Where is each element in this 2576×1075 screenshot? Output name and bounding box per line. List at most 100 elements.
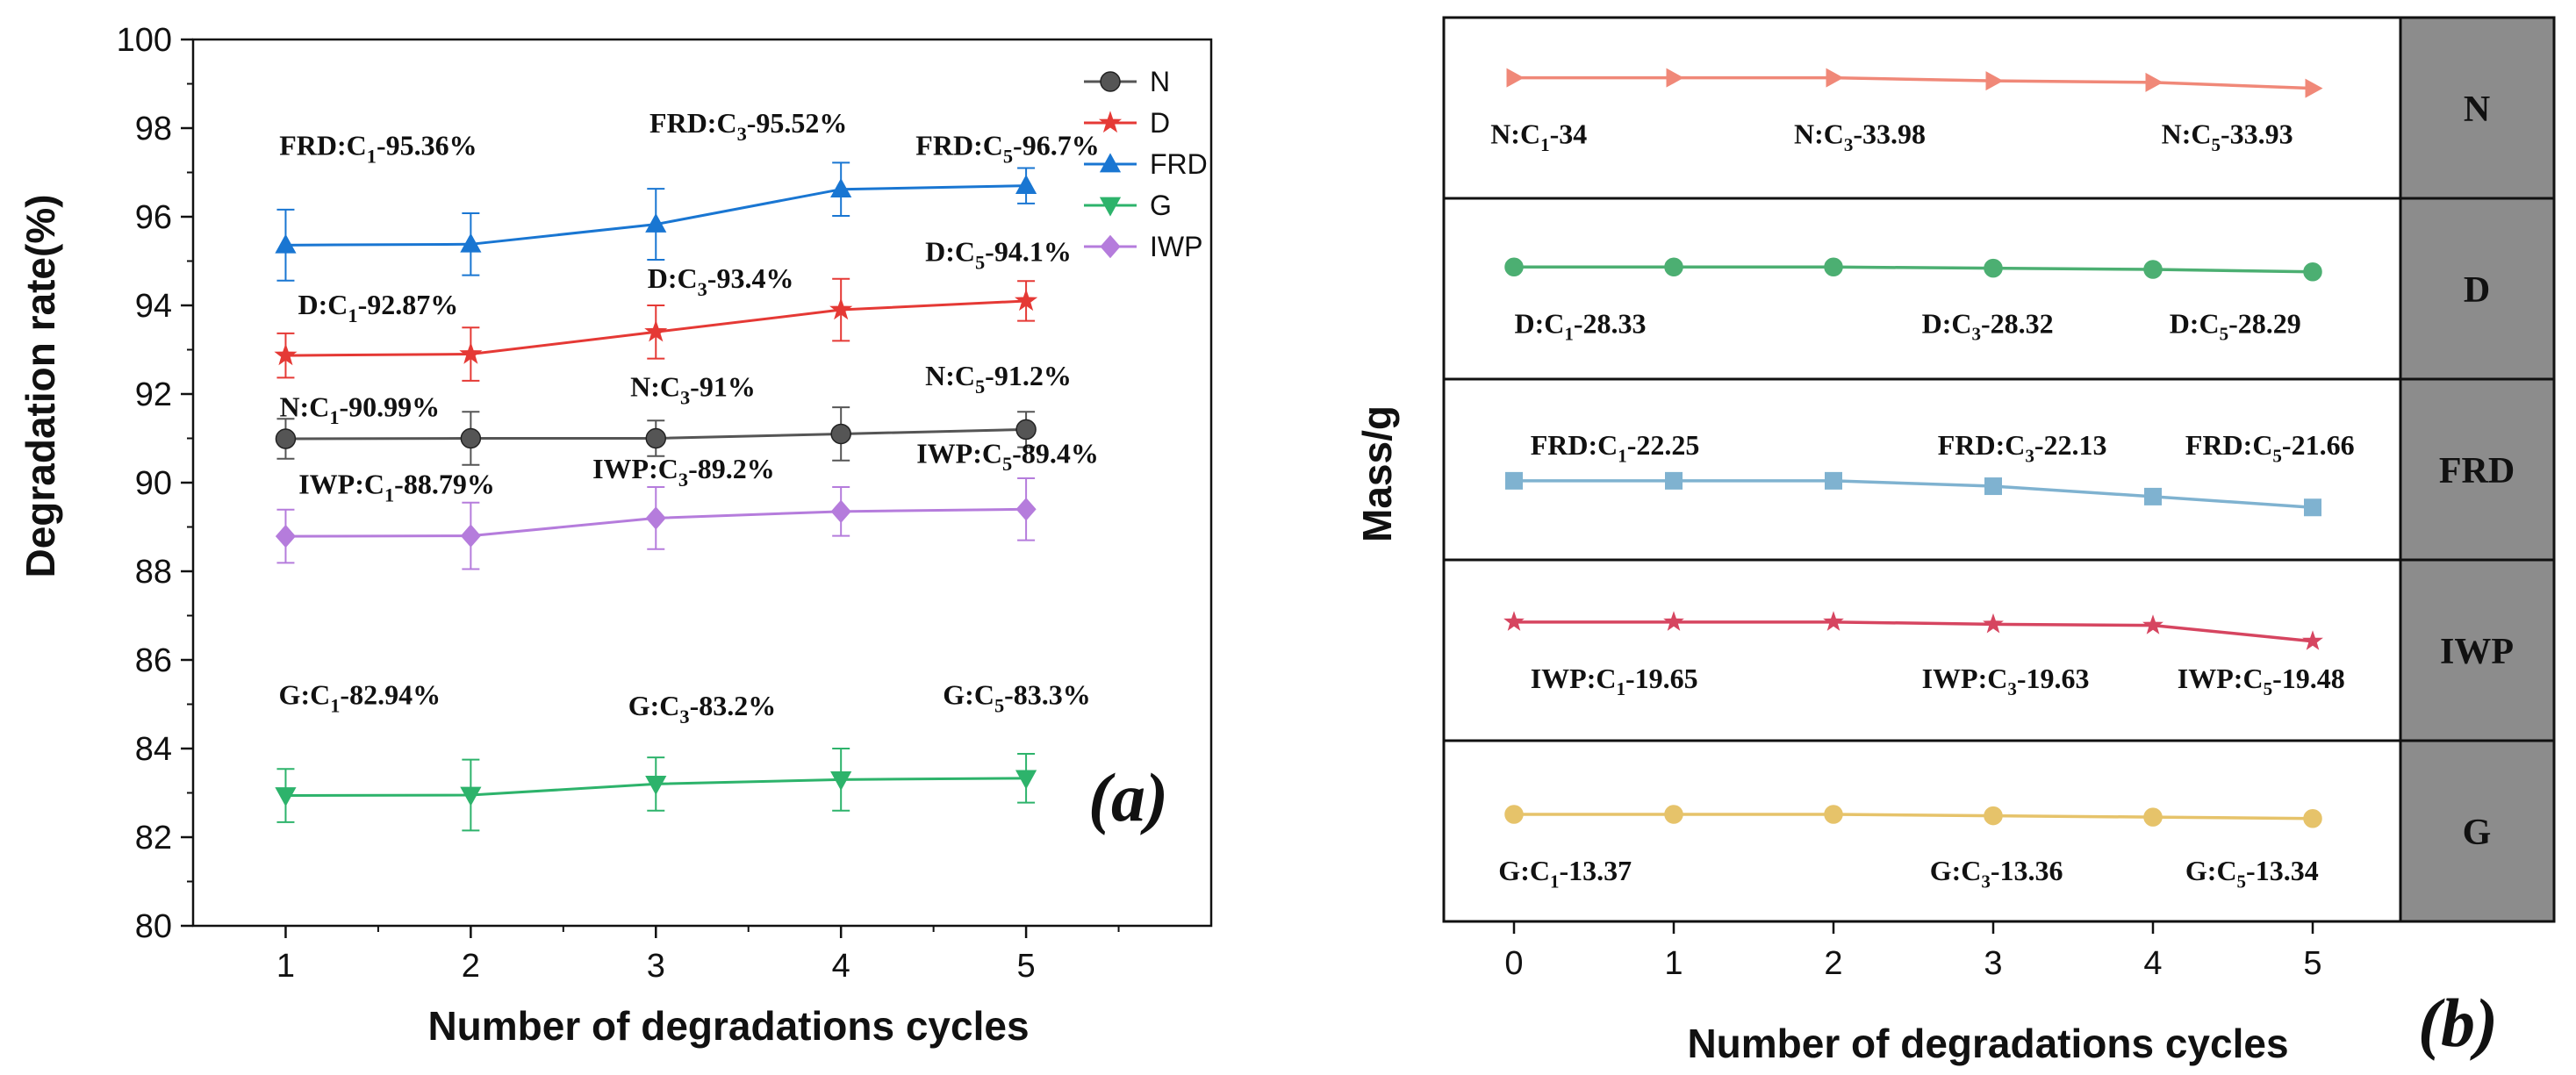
value-label-d-3: D:C3-28.32 <box>1922 307 2054 344</box>
panel-a-chart: 80 82 84 86 88 90 92 94 96 98 100 1 2 3 4 5 FRD:C1-95.3… <box>18 22 1213 1049</box>
data-point-iwp <box>275 524 297 548</box>
panel-a-label: (a) <box>1088 759 1168 835</box>
row-line-n <box>1514 75 2314 90</box>
annotation-g-c5: G:C5-83.3% <box>943 679 1091 717</box>
data-point-n <box>1506 68 1525 88</box>
data-point-d <box>459 341 483 364</box>
data-point-n <box>275 428 297 449</box>
panel-b-row-label-column <box>2399 16 2556 923</box>
row-iwp: IWP:C1-19.65 IWP:C3-19.63 IWP:C5-19.48 IWP <box>1444 558 2554 699</box>
row-g: G:C1-13.37 G:C3-13.36 G:C5-13.34 G <box>1444 739 2554 892</box>
data-point-d <box>1664 257 1683 277</box>
legend-marker-d <box>1098 111 1123 133</box>
legend-marker-iwp <box>1100 234 1121 259</box>
row-label-g: G <box>2463 813 2492 853</box>
y-tick-label: 80 <box>135 908 172 945</box>
annotation-frd-c1: FRD:C1-95.36% <box>279 129 477 167</box>
y-tick-label: 94 <box>135 288 172 325</box>
legend-marker-frd <box>1099 153 1122 173</box>
data-point-iwp <box>1983 613 2004 634</box>
x-tick-label: 4 <box>832 948 850 985</box>
series-iwp <box>275 477 1037 570</box>
data-point-d <box>1824 257 1843 277</box>
x-tick-label: 3 <box>647 948 665 985</box>
data-point-iwp <box>645 506 666 530</box>
panel-a-legend: ND FRD G IWP <box>1084 66 1208 262</box>
value-label-iwp-3: IWP:C3-19.63 <box>1922 663 2090 699</box>
data-point-d <box>2303 262 2322 282</box>
annotation-iwp-c5: IWP:C5-89.4% <box>916 437 1099 475</box>
data-point-frd <box>2304 498 2321 517</box>
y-tick-label: 98 <box>135 111 172 147</box>
data-point-g <box>1824 805 1843 824</box>
x-tick-label: 1 <box>276 948 295 985</box>
data-point-g <box>645 776 667 796</box>
data-point-n <box>645 427 667 449</box>
data-point-n <box>2145 72 2163 92</box>
y-tick-label: 96 <box>135 199 172 236</box>
row-d: D:C1-28.33 D:C3-28.32 D:C5-28.29 D <box>1444 197 2554 345</box>
x-tick-label: 5 <box>1017 948 1036 985</box>
series-frd <box>275 161 1037 282</box>
y-tick-label: 100 <box>117 22 172 59</box>
legend-label-g: G <box>1150 190 1172 221</box>
panel-b-label: (b) <box>2418 985 2498 1061</box>
panel-b-x-axis-label: Number of degradations cycles <box>1687 1021 2288 1066</box>
data-point-frd <box>645 212 667 233</box>
data-point-d <box>829 297 853 320</box>
value-label-n-1: N:C1-34 <box>1490 118 1587 155</box>
legend-marker-g <box>1099 197 1122 217</box>
row-line-iwp <box>1514 620 2314 643</box>
y-tick-label: 86 <box>135 642 172 679</box>
y-tick-label: 82 <box>135 820 172 856</box>
row-line-g <box>1514 813 2314 821</box>
value-label-n-3: N:C3-33.98 <box>1794 118 1926 155</box>
y-tick-label: 88 <box>135 554 172 591</box>
data-point-d <box>1015 289 1038 312</box>
data-point-g <box>1015 770 1037 790</box>
annotation-n-c1: N:C1-90.99% <box>279 391 440 428</box>
panel-b-y-axis-label: Mass/g <box>1354 405 1400 542</box>
data-point-iwp <box>830 499 851 524</box>
value-label-iwp-1: IWP:C1-19.65 <box>1531 663 1698 699</box>
value-label-g-5: G:C5-13.34 <box>2185 855 2319 892</box>
annotation-d-c5: D:C5-94.1% <box>925 236 1072 274</box>
data-point-n <box>1826 68 1844 88</box>
data-point-g <box>460 786 482 806</box>
value-label-frd-1: FRD:C1-22.25 <box>1531 429 1700 466</box>
data-point-iwp <box>1663 611 1684 631</box>
data-point-g <box>275 787 297 807</box>
data-point-iwp <box>1015 498 1037 521</box>
data-point-n <box>830 423 851 445</box>
value-label-frd-3: FRD:C3-22.13 <box>1938 429 2107 466</box>
legend-label-iwp: IWP <box>1150 231 1202 262</box>
data-point-n <box>2305 78 2323 98</box>
value-label-iwp-5: IWP:C5-19.48 <box>2178 663 2345 699</box>
data-point-d <box>1984 258 2003 278</box>
row-line-frd <box>1514 479 2314 510</box>
row-frd: FRD:C1-22.25 FRD:C3-22.13 FRD:C5-21.66 FRD <box>1444 377 2554 517</box>
annotation-n-c5: N:C5-91.2% <box>925 360 1072 398</box>
data-point-n <box>1666 68 1684 88</box>
row-label-frd: FRD <box>2439 451 2515 491</box>
data-point-n <box>460 427 482 449</box>
x-tick-label: 5 <box>2303 945 2321 982</box>
data-point-g <box>2303 808 2322 828</box>
data-point-g <box>2143 807 2163 827</box>
data-point-frd <box>2144 487 2162 505</box>
data-point-g <box>1984 806 2003 826</box>
x-tick-label: 0 <box>1504 945 1523 982</box>
value-label-d-5: D:C5-28.29 <box>2170 307 2301 344</box>
data-point-iwp <box>460 524 481 548</box>
row-label-iwp: IWP <box>2440 632 2514 672</box>
legend-marker-n <box>1100 71 1121 92</box>
y-tick-label: 92 <box>135 376 172 413</box>
series-g <box>275 748 1037 832</box>
legend-label-frd: FRD <box>1150 148 1208 180</box>
value-label-frd-5: FRD:C5-21.66 <box>2185 429 2355 466</box>
series-d <box>274 277 1038 382</box>
x-tick-label: 1 <box>1664 945 1683 982</box>
x-tick-label: 2 <box>462 948 480 985</box>
